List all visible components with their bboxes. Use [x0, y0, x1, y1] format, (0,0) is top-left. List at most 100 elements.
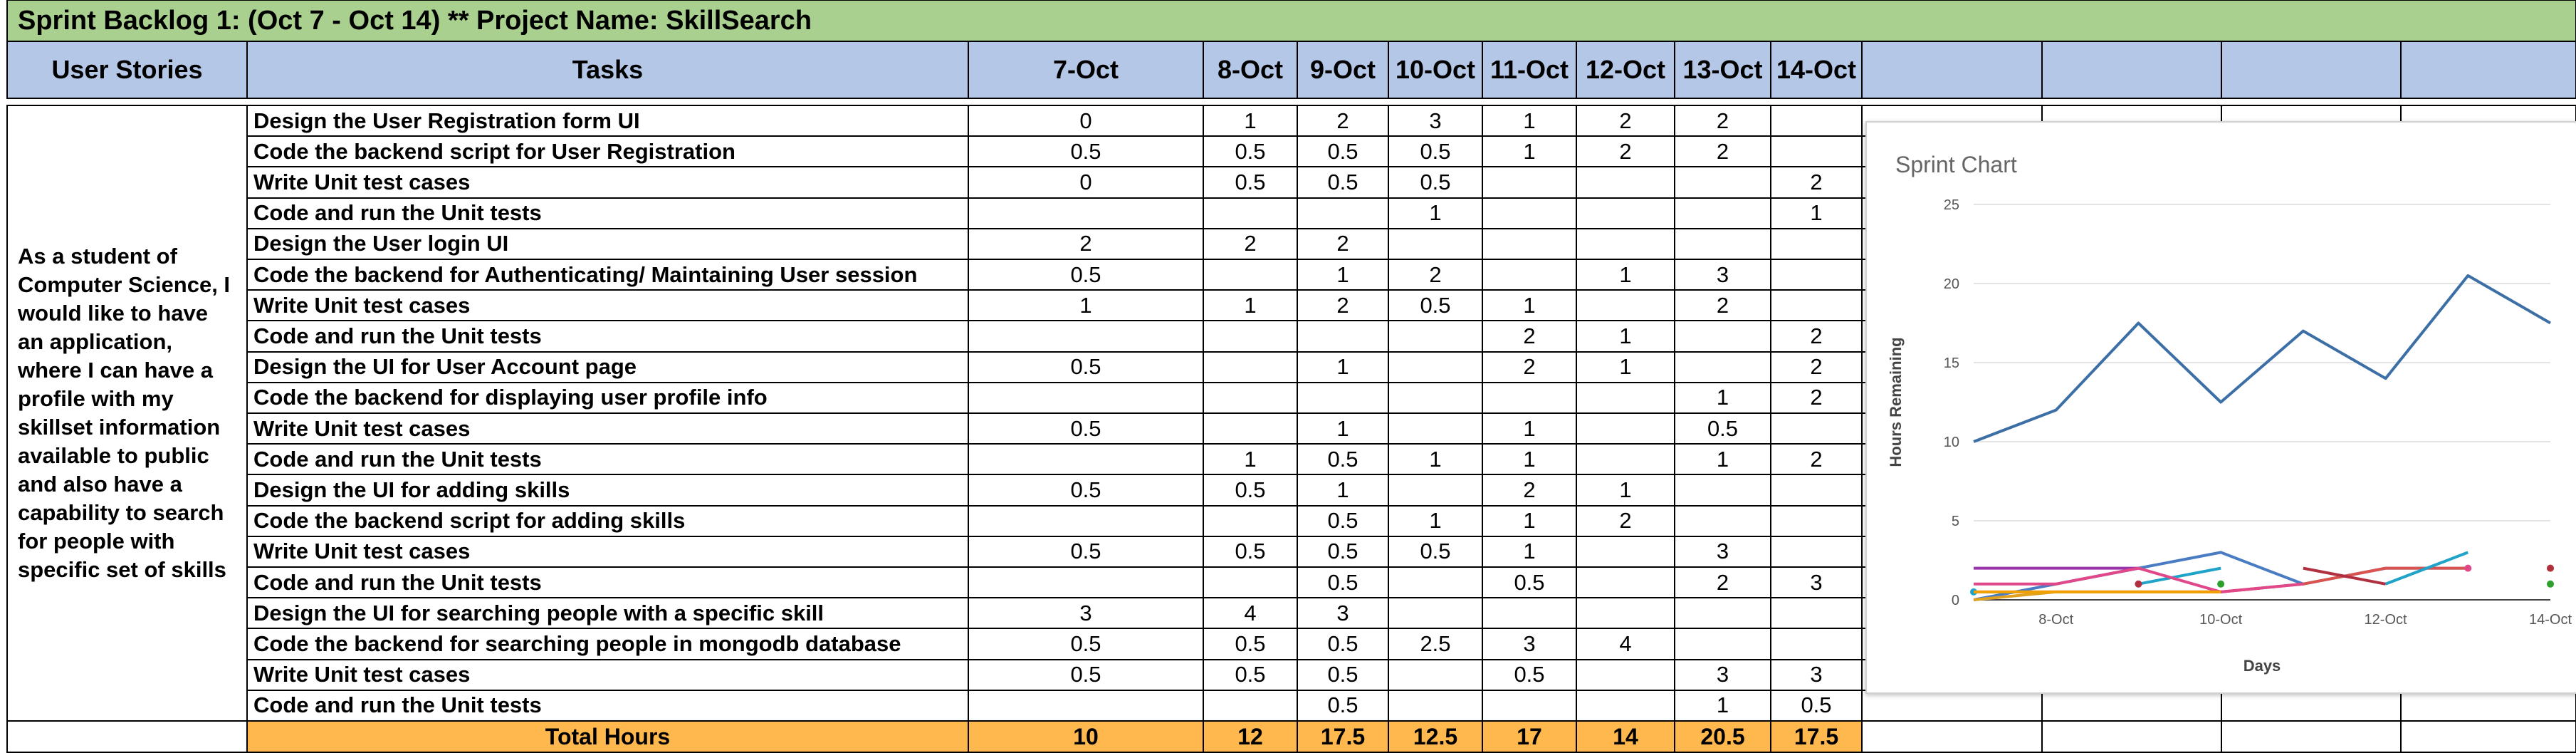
hours-cell[interactable] [1770, 535, 1863, 568]
header-empty[interactable] [2400, 41, 2576, 99]
hours-cell[interactable] [968, 320, 1204, 353]
hours-cell[interactable]: 0.5 [1388, 135, 1483, 168]
header-12-oct[interactable]: 12-Oct [1576, 41, 1675, 99]
empty-cell[interactable] [1861, 720, 2043, 753]
hours-cell[interactable]: 2 [1770, 166, 1863, 199]
hours-cell[interactable] [1482, 381, 1577, 414]
hours-cell[interactable]: 1 [1576, 259, 1675, 291]
hours-cell[interactable]: 1 [1297, 350, 1389, 383]
hours-cell[interactable] [1770, 227, 1863, 260]
hours-cell[interactable] [1203, 689, 1298, 722]
hours-cell[interactable]: 2 [1297, 289, 1389, 322]
hours-cell[interactable] [968, 566, 1204, 599]
hours-cell[interactable]: 1 [1482, 504, 1577, 537]
header-8-oct[interactable]: 8-Oct [1203, 41, 1298, 99]
hours-cell[interactable]: 0.5 [1297, 504, 1389, 537]
hours-cell[interactable] [1576, 443, 1675, 476]
hours-cell[interactable] [1674, 350, 1771, 383]
hours-cell[interactable]: 1 [1576, 350, 1675, 383]
hours-cell[interactable]: 2 [1297, 227, 1389, 260]
hours-cell[interactable] [1576, 227, 1675, 260]
hours-cell[interactable]: 1 [1388, 443, 1483, 476]
hours-cell[interactable]: 0.5 [968, 259, 1204, 291]
hours-cell[interactable]: 4 [1576, 628, 1675, 660]
sprint-chart[interactable]: Sprint Chart 0 5 10 15 20 25 8-Oct 10-Oct 12-Oct 1… [1865, 121, 2576, 694]
hours-cell[interactable] [1576, 658, 1675, 691]
hours-cell[interactable] [1203, 412, 1298, 445]
task-cell[interactable]: Code and run the Unit tests [246, 566, 969, 599]
total-hours-value[interactable]: 14 [1576, 720, 1675, 753]
hours-cell[interactable]: 2 [1482, 320, 1577, 353]
hours-cell[interactable]: 2 [1203, 227, 1298, 260]
hours-cell[interactable]: 0.5 [1482, 658, 1577, 691]
hours-cell[interactable]: 0.5 [1203, 535, 1298, 568]
hours-cell[interactable] [1576, 597, 1675, 630]
hours-cell[interactable]: 0.5 [1297, 689, 1389, 722]
sheet-title[interactable]: Sprint Backlog 1: (Oct 7 - Oct 14) ** Pr… [6, 0, 2576, 42]
hours-cell[interactable] [1576, 289, 1675, 322]
total-hours-value[interactable]: 17.5 [1770, 720, 1863, 753]
hours-cell[interactable] [968, 443, 1204, 476]
hours-cell[interactable]: 0.5 [1297, 443, 1389, 476]
hours-cell[interactable]: 0.5 [968, 350, 1204, 383]
hours-cell[interactable]: 1 [1388, 504, 1483, 537]
hours-cell[interactable]: 3 [1674, 535, 1771, 568]
header-10-oct[interactable]: 10-Oct [1388, 41, 1483, 99]
hours-cell[interactable]: 0.5 [968, 135, 1204, 168]
hours-cell[interactable]: 2.5 [1388, 628, 1483, 660]
header-user-stories[interactable]: User Stories [6, 41, 248, 99]
hours-cell[interactable]: 0 [968, 105, 1204, 137]
hours-cell[interactable]: 1 [1388, 197, 1483, 229]
hours-cell[interactable]: 1 [1674, 443, 1771, 476]
hours-cell[interactable] [1482, 597, 1577, 630]
user-story-cell[interactable]: As a student of Computer Science, I woul… [6, 105, 248, 722]
hours-cell[interactable]: 0.5 [1203, 628, 1298, 660]
hours-cell[interactable]: 0 [968, 166, 1204, 199]
hours-cell[interactable] [1388, 689, 1483, 722]
hours-cell[interactable] [1203, 381, 1298, 414]
total-hours-value[interactable]: 17.5 [1297, 720, 1389, 753]
hours-cell[interactable] [1770, 412, 1863, 445]
hours-cell[interactable]: 1 [1576, 320, 1675, 353]
hours-cell[interactable] [1203, 320, 1298, 353]
hours-cell[interactable] [1770, 628, 1863, 660]
hours-cell[interactable] [1388, 350, 1483, 383]
hours-cell[interactable]: 3 [1482, 628, 1577, 660]
hours-cell[interactable] [1674, 166, 1771, 199]
total-hours-value[interactable]: 12.5 [1388, 720, 1483, 753]
hours-cell[interactable]: 0.5 [968, 658, 1204, 691]
hours-cell[interactable]: 2 [1388, 259, 1483, 291]
hours-cell[interactable]: 1 [1203, 105, 1298, 137]
task-cell[interactable]: Design the User login UI [246, 227, 969, 260]
hours-cell[interactable]: 1 [1576, 474, 1675, 507]
hours-cell[interactable]: 2 [1576, 105, 1675, 137]
hours-cell[interactable] [1297, 197, 1389, 229]
hours-cell[interactable] [1388, 474, 1483, 507]
hours-cell[interactable]: 0.5 [1388, 535, 1483, 568]
header-tasks[interactable]: Tasks [246, 41, 969, 99]
hours-cell[interactable]: 0.5 [1297, 166, 1389, 199]
hours-cell[interactable] [1388, 566, 1483, 599]
header-11-oct[interactable]: 11-Oct [1482, 41, 1577, 99]
hours-cell[interactable]: 1 [1297, 474, 1389, 507]
hours-cell[interactable]: 1 [1203, 289, 1298, 322]
hours-cell[interactable] [1482, 166, 1577, 199]
hours-cell[interactable]: 4 [1203, 597, 1298, 630]
hours-cell[interactable] [1388, 320, 1483, 353]
task-cell[interactable]: Code the backend script for adding skill… [246, 504, 969, 537]
task-cell[interactable]: Code and run the Unit tests [246, 197, 969, 229]
hours-cell[interactable]: 2 [1576, 504, 1675, 537]
hours-cell[interactable]: 3 [1674, 658, 1771, 691]
hours-cell[interactable]: 0.5 [1297, 628, 1389, 660]
hours-cell[interactable] [1674, 597, 1771, 630]
hours-cell[interactable]: 0.5 [968, 474, 1204, 507]
hours-cell[interactable] [1674, 504, 1771, 537]
hours-cell[interactable]: 2 [1482, 350, 1577, 383]
hours-cell[interactable] [1770, 474, 1863, 507]
empty-cell[interactable] [2221, 720, 2402, 753]
hours-cell[interactable]: 2 [1482, 474, 1577, 507]
hours-cell[interactable] [1388, 227, 1483, 260]
hours-cell[interactable]: 0.5 [1297, 135, 1389, 168]
header-9-oct[interactable]: 9-Oct [1297, 41, 1389, 99]
hours-cell[interactable]: 0.5 [968, 628, 1204, 660]
